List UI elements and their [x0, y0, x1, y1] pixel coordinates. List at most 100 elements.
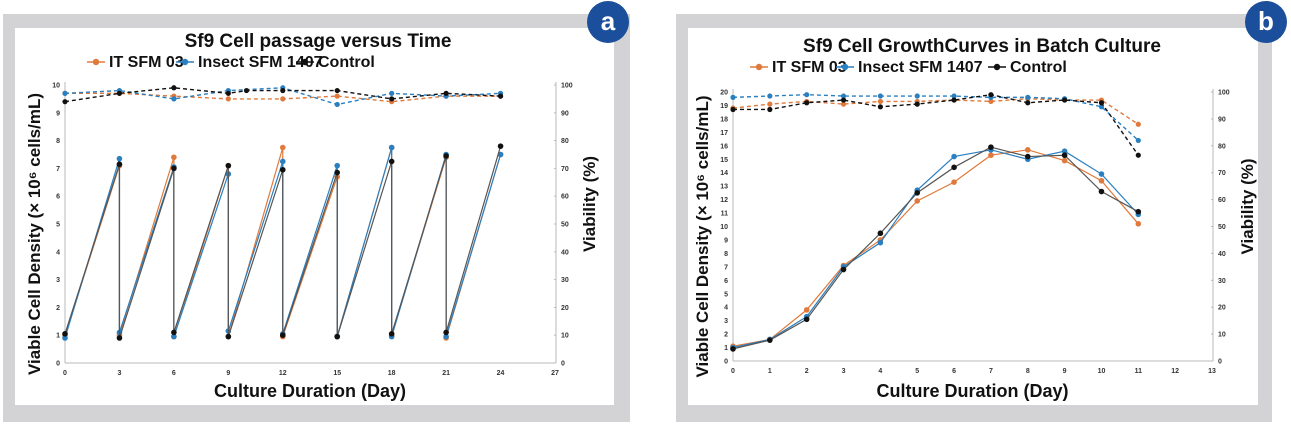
panel-b-viability-point-it-sfm-03 — [988, 98, 994, 105]
panel-b-density-point-control — [877, 230, 884, 237]
panel-a-y-axis-title: Viable Cell Density (× 10⁶ cells/mL) — [25, 93, 44, 375]
panel-b-x-tick-label: 13 — [1208, 368, 1216, 375]
panel-a-x-tick-label: 3 — [117, 370, 121, 377]
panel-b-badge: b — [1245, 1, 1287, 43]
panel-b-y-tick-label: 5 — [724, 291, 728, 298]
panel-a-density-point-insect-sfm-1407 — [443, 333, 449, 340]
panel-b-viability-point-control — [1062, 97, 1068, 103]
panel-b-density-point-it-sfm-03 — [1135, 221, 1142, 227]
panel-b-y2-tick-label: 60 — [1218, 197, 1226, 204]
panel-b-x-tick-label: 12 — [1171, 368, 1179, 375]
panel-b-y2-axis-title: Viability (%) — [1238, 158, 1257, 254]
panel-a-y-tick-label: 5 — [56, 222, 60, 229]
panel-a-x-tick-label: 6 — [172, 370, 176, 377]
panel-b-viability-point-it-sfm-03 — [877, 98, 883, 105]
panel-a-viability-point-it-sfm-03 — [280, 96, 286, 102]
panel-b-y-tick-label: 9 — [724, 237, 728, 244]
panel-b-viability-point-control — [1135, 152, 1141, 158]
panel-a-viability-point-control — [116, 90, 123, 96]
panel-a-density-point-insect-sfm-1407 — [62, 335, 68, 341]
panel-a-density-point-insect-sfm-1407 — [279, 158, 286, 165]
panel-b-y-tick-label: 10 — [720, 224, 728, 231]
panel-b-density-point-control — [914, 190, 921, 196]
panel-a-y-tick-label: 3 — [56, 277, 60, 284]
panel-a-y2-tick-label: 40 — [561, 249, 569, 256]
panel-b-x-tick-label: 4 — [878, 368, 882, 375]
panel-b-y-tick-label: 7 — [724, 264, 728, 271]
panel-b-viability-line-insect-sfm-1407 — [732, 93, 1139, 141]
panel-b-viability-line-control — [733, 93, 1139, 156]
panel-b-y-tick-label: 15 — [720, 157, 728, 164]
panel-a-legend-marker-control — [301, 58, 309, 66]
panel-a-x-tick-label: 15 — [333, 370, 341, 377]
panel-a-density-point-control — [334, 169, 341, 176]
panel-b-y2-tick-label: 50 — [1218, 224, 1226, 231]
panel-b-viability-point-insect-sfm-1407 — [840, 93, 847, 99]
panel-b-y-tick-label: 6 — [724, 278, 728, 285]
panel-a-viability-point-control — [280, 87, 286, 94]
panel-a-viability-point-control — [243, 87, 250, 94]
panel-a-viability-point-control — [497, 93, 504, 99]
panel-a-density-point-control — [443, 153, 449, 159]
panel-a-x-axis-title: Culture Duration (Day) — [214, 381, 406, 401]
panel-a-x-tick-label: 12 — [279, 370, 287, 377]
panel-a-viability-point-insect-sfm-1407 — [62, 90, 68, 96]
panel-b-y-tick-label: 8 — [724, 251, 728, 258]
panel-a-legend-marker-insect-sfm-1407 — [181, 58, 189, 66]
panel-b-x-tick-label: 5 — [915, 368, 919, 375]
panel-b-y2-tick-label: 20 — [1218, 305, 1226, 312]
panel-a-x-tick-label: 18 — [388, 370, 396, 377]
panel-a-density-point-control — [225, 162, 232, 169]
panel-b-x-tick-label: 2 — [805, 368, 809, 375]
panel-b-y2-tick-label: 70 — [1218, 170, 1226, 177]
panel-a-y2-tick-label: 90 — [561, 110, 569, 117]
panel-b-density-point-control — [1024, 153, 1031, 160]
panel-b-viability-point-control — [951, 97, 957, 103]
panel-b-density-point-insect-sfm-1407 — [1061, 148, 1068, 154]
panel-b-y-tick-label: 3 — [724, 318, 728, 325]
panel-b-y2-tick-label: 30 — [1218, 278, 1226, 285]
panel-a-y2-tick-label: 20 — [561, 305, 569, 312]
panel-a-viability-point-control — [171, 85, 177, 91]
panel-b-density-line-it-sfm-03 — [732, 149, 1139, 347]
panel-a-density-point-control — [116, 335, 123, 341]
panel-b-density-point-control — [730, 346, 736, 352]
panel-b-legend-label-control: Control — [1010, 59, 1067, 76]
panel-b-x-tick-label: 6 — [952, 368, 956, 375]
panel-b-density-point-control — [803, 316, 810, 323]
panel-b-plot-area — [688, 28, 1258, 405]
panel-a-legend-item-control: Control — [296, 54, 375, 71]
panel-b-y2-tick-label: 10 — [1218, 332, 1226, 339]
panel-b-viability-point-control — [840, 97, 847, 103]
panel-a-y-tick-label: 6 — [56, 194, 60, 201]
panel-a-density-point-it-sfm-03 — [171, 154, 177, 161]
panel-a-y-tick-label: 2 — [56, 305, 60, 312]
panel-a-density-point-insect-sfm-1407 — [388, 144, 395, 151]
panel-b-density-point-it-sfm-03 — [988, 152, 994, 159]
panel-a-viability-point-insect-sfm-1407 — [389, 90, 395, 96]
panel-a-y2-tick-label: 30 — [561, 277, 569, 284]
panel-b-legend-label-insect-sfm-1407: Insect SFM 1407 — [858, 59, 983, 76]
panel-a-viability-point-control — [225, 90, 231, 96]
panel-b-density-point-it-sfm-03 — [1061, 157, 1068, 164]
panel-b-y-tick-label: 18 — [720, 116, 728, 123]
panel-a-title: Sf9 Cell passage versus Time — [185, 31, 452, 52]
panel-a-density-point-insect-sfm-1407 — [334, 162, 341, 169]
panel-b-viability-point-control — [1098, 100, 1105, 106]
panel-a-legend-label-insect-sfm-1407: Insect SFM 1407 — [198, 54, 323, 71]
panel-a-y2-tick-label: 10 — [561, 333, 569, 340]
panel-b-density-point-control — [840, 266, 847, 273]
panel-b-x-tick-label: 0 — [731, 368, 735, 375]
panel-b-viability-point-insect-sfm-1407 — [877, 93, 883, 99]
panel-a-viability-point-insect-sfm-1407 — [334, 101, 340, 108]
panel-b-legend-label-it-sfm-03: IT SFM 03 — [772, 59, 847, 76]
panel-a-viability-point-insect-sfm-1407 — [171, 96, 177, 102]
panel-b-y-tick-label: 20 — [720, 90, 728, 97]
panel-a-y-tick-label: 0 — [56, 361, 60, 368]
panel-b-density-point-control — [1061, 152, 1068, 159]
panel-a-y2-tick-label: 60 — [561, 194, 569, 201]
panel-b-density-point-control — [988, 144, 994, 150]
panel-b-x-tick-label: 7 — [989, 368, 993, 375]
